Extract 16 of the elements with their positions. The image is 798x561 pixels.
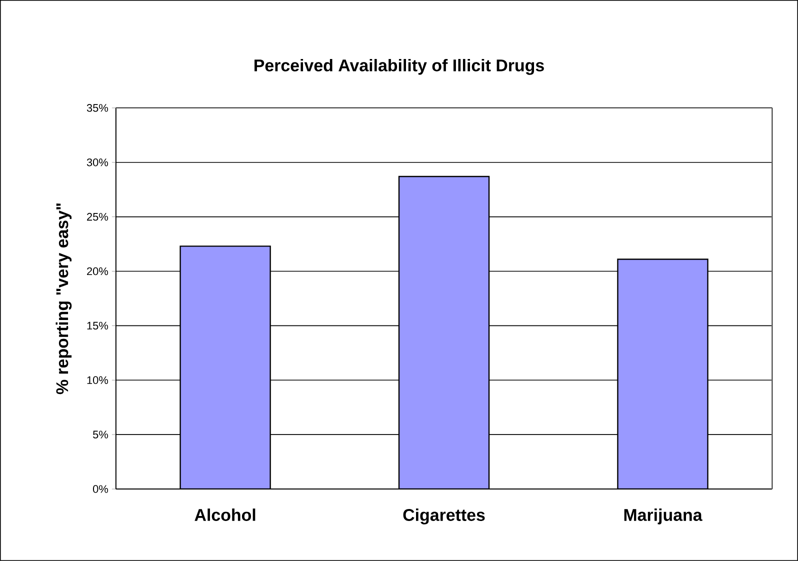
y-tick-label: 0% (92, 485, 108, 493)
y-axis-title: % reporting "very easy" (56, 204, 72, 394)
x-tick-label: Alcohol (194, 508, 256, 522)
x-tick-label: Cigarettes (403, 508, 485, 524)
y-tick-label: 15% (87, 322, 108, 330)
y-tick-label: 20% (87, 267, 108, 276)
y-tick-label: 30% (86, 158, 108, 166)
bar (180, 246, 271, 490)
y-tick-label: 5% (93, 430, 108, 438)
chart-title: Perceived Availability of Illicit Drugs (254, 59, 544, 75)
y-tick-label: 35% (86, 104, 108, 112)
y-tick-label: 25% (87, 212, 108, 221)
y-tick-label: 10% (87, 376, 108, 384)
x-tick-label: Marijuana (624, 508, 702, 524)
bar (398, 176, 490, 490)
bar (617, 258, 708, 490)
